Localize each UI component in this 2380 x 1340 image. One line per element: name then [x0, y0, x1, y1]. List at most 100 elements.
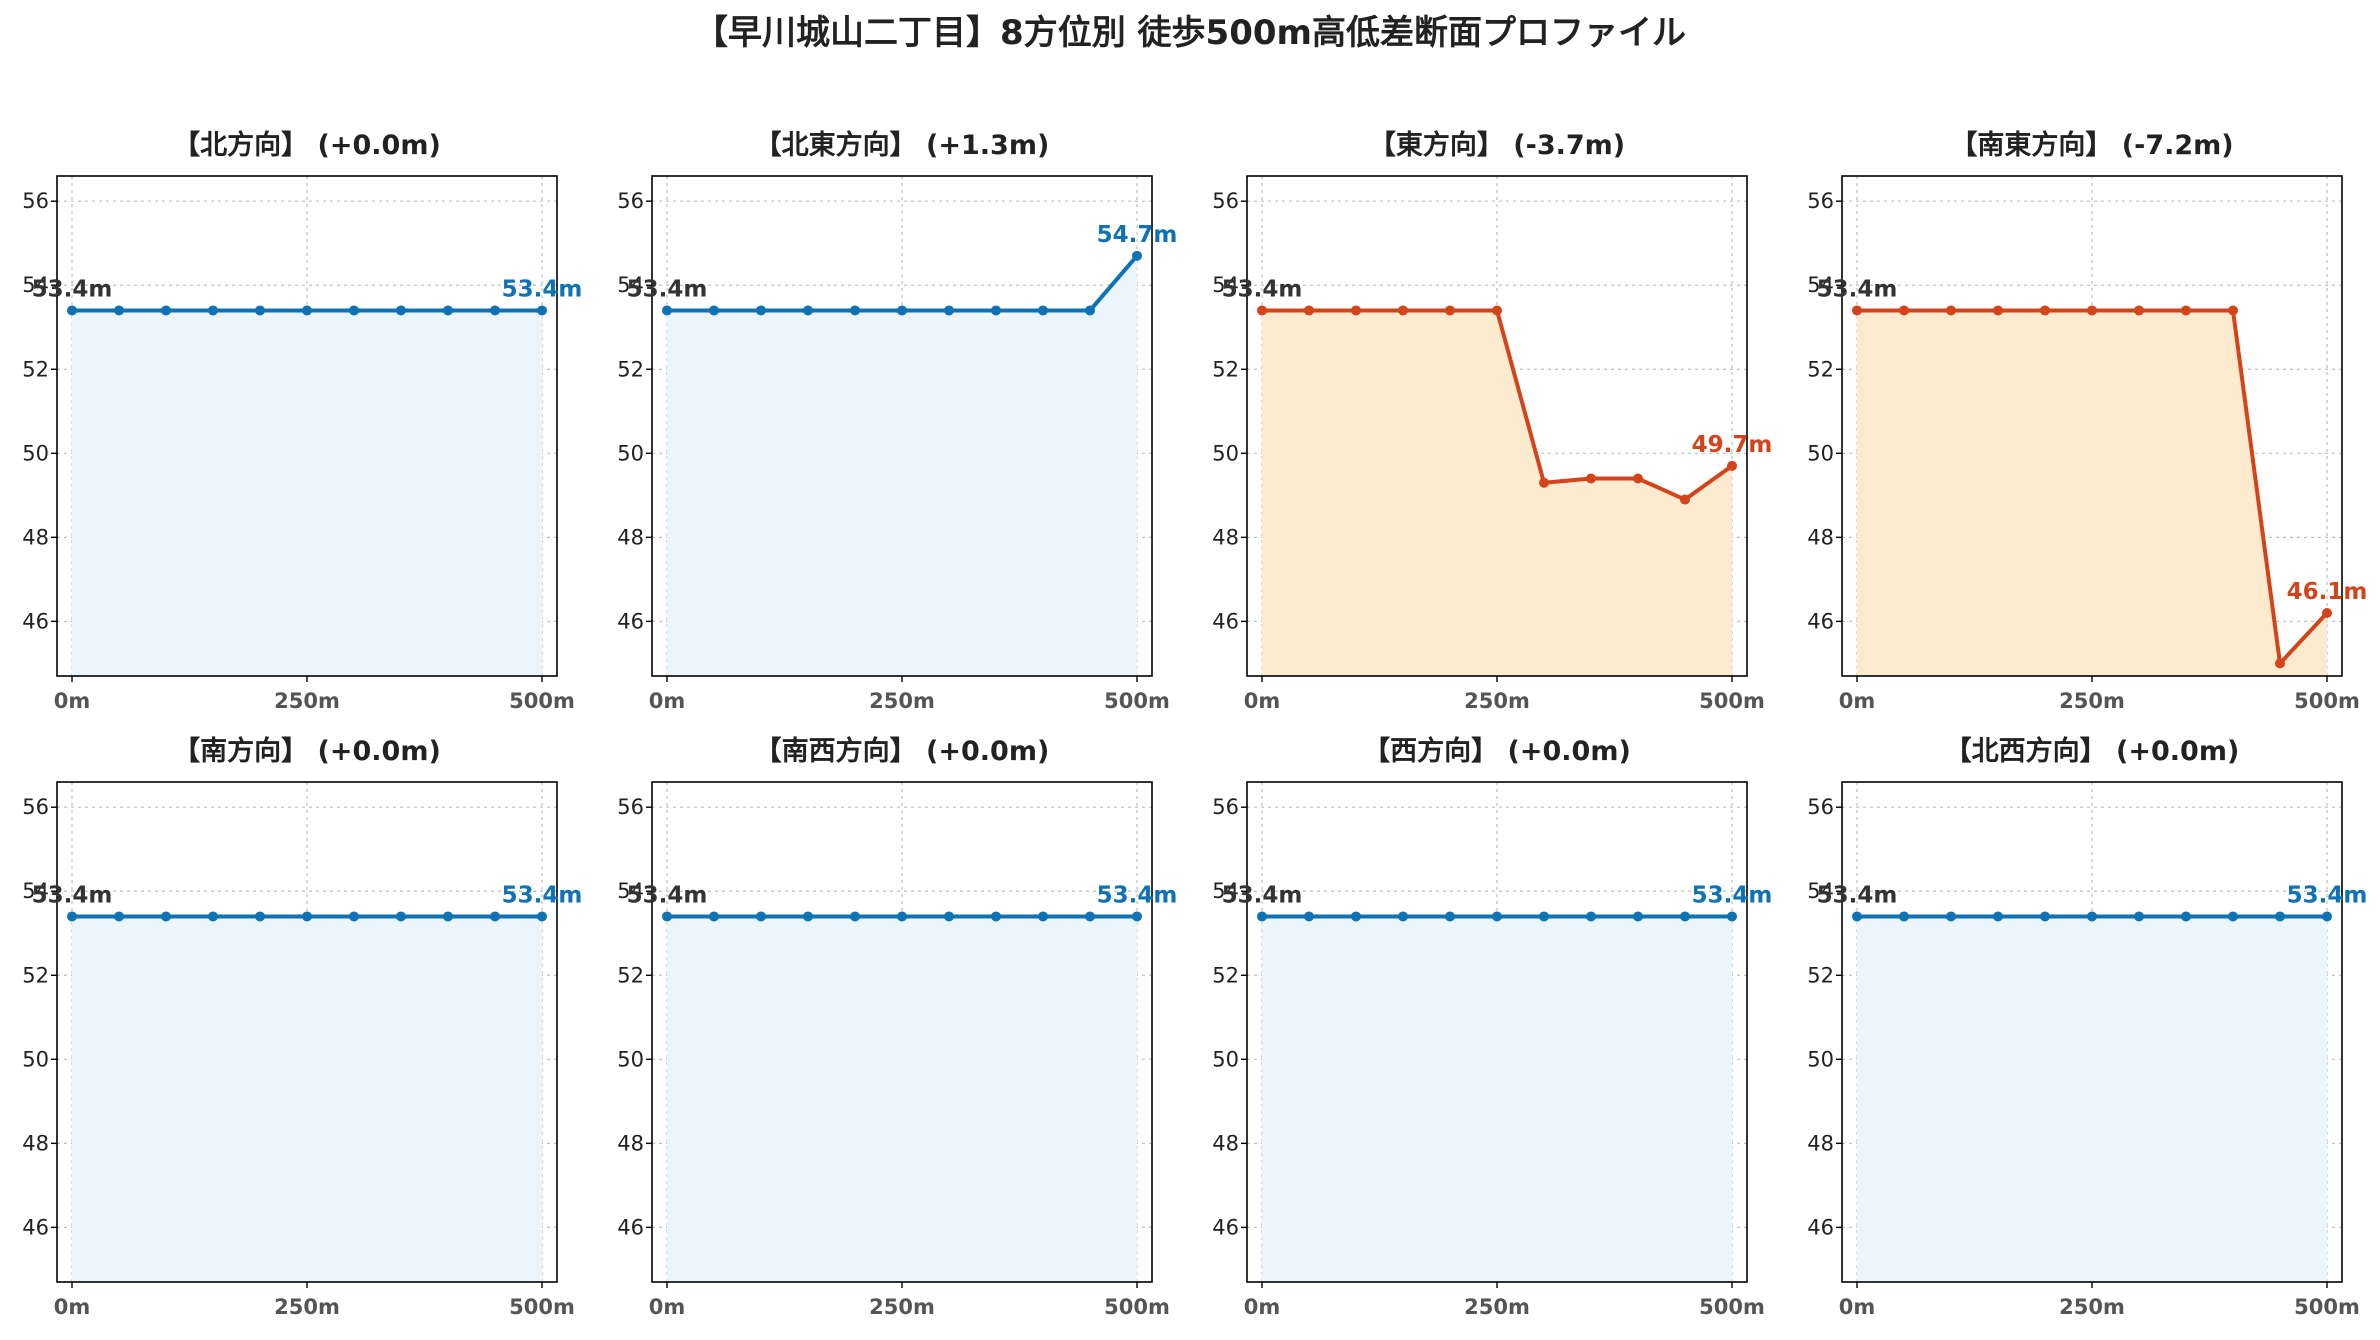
y-tick-label: 56 [22, 189, 49, 213]
elevation-point [2134, 911, 2144, 922]
elevation-point [302, 911, 312, 922]
elevation-point [1038, 305, 1048, 316]
start-elevation-label: 53.4m [32, 882, 113, 908]
y-tick-label: 48 [1212, 525, 1239, 549]
elevation-point [1132, 911, 1142, 922]
elevation-area [1262, 310, 1732, 676]
profile-panel: 【南方向】 (+0.0m) 46 48 50 52 54 56 0m 250m 500m 53.4m… [22, 735, 582, 1319]
elevation-point [1993, 305, 2003, 316]
elevation-point [1633, 911, 1643, 922]
x-tick-label: 0m [54, 1295, 91, 1319]
elevation-point [2181, 305, 2191, 316]
x-tick-label: 250m [2059, 689, 2125, 713]
end-elevation-label: 53.4m [502, 276, 583, 302]
elevation-point [991, 305, 1001, 316]
y-tick-label: 46 [617, 1215, 644, 1239]
y-tick-label: 46 [1807, 1215, 1834, 1239]
plot-frame [651, 781, 1153, 1283]
panel-title: 【北方向】 (+0.0m) [173, 129, 441, 161]
start-elevation-label: 53.4m [1222, 882, 1303, 908]
panel-title: 【北東方向】 (+1.3m) [755, 129, 1050, 161]
elevation-point [803, 305, 813, 316]
elevation-point [1899, 911, 1909, 922]
x-tick-label: 500m [2294, 689, 2360, 713]
plot-frame [56, 175, 558, 677]
page-title: 【早川城山二丁目】8方位別 徒歩500m高低差断面プロファイル [694, 13, 1686, 53]
y-tick-label: 54 [1212, 879, 1239, 903]
elevation-point [662, 911, 672, 922]
elevation-area [667, 916, 1137, 1282]
elevation-area [1857, 916, 2327, 1282]
y-tick-label: 46 [1212, 609, 1239, 633]
y-tick-label: 48 [1807, 525, 1834, 549]
elevation-point [67, 305, 77, 316]
x-tick-label: 0m [649, 1295, 686, 1319]
x-tick-label: 250m [2059, 1295, 2125, 1319]
end-elevation-label: 49.7m [1692, 432, 1773, 458]
elevation-point [1257, 305, 1267, 316]
x-tick-label: 250m [1464, 689, 1530, 713]
profile-panel: 【南東方向】 (-7.2m) 46 48 50 52 54 56 0m 250m 500m 53.4… [1807, 129, 2367, 713]
y-tick-label: 48 [22, 525, 49, 549]
y-tick-label: 52 [617, 963, 644, 987]
plot-frame [1246, 781, 1748, 1283]
y-tick-label: 48 [1807, 1131, 1834, 1155]
elevation-point [1445, 911, 1455, 922]
plot-frame [1841, 781, 2343, 1283]
y-tick-label: 52 [617, 357, 644, 381]
elevation-point [1852, 305, 1862, 316]
plot-frame [56, 781, 558, 1283]
x-tick-label: 500m [2294, 1295, 2360, 1319]
profile-panel: 【西方向】 (+0.0m) 46 48 50 52 54 56 0m 250m 500m 53.4m… [1212, 735, 1772, 1319]
x-tick-label: 250m [869, 1295, 935, 1319]
elevation-point [1304, 911, 1314, 922]
elevation-point [1539, 911, 1549, 922]
elevation-point [991, 911, 1001, 922]
elevation-point [349, 911, 359, 922]
elevation-point [1852, 911, 1862, 922]
elevation-point [1492, 911, 1502, 922]
y-tick-label: 54 [617, 879, 644, 903]
elevation-point [208, 305, 218, 316]
y-tick-label: 54 [1807, 273, 1834, 297]
elevation-point [349, 305, 359, 316]
elevation-point [161, 305, 171, 316]
elevation-point [114, 305, 124, 316]
elevation-point [2087, 305, 2097, 316]
elevation-point [114, 911, 124, 922]
x-tick-label: 0m [1244, 1295, 1281, 1319]
y-tick-label: 56 [1212, 795, 1239, 819]
y-tick-label: 56 [617, 795, 644, 819]
y-tick-label: 50 [22, 441, 49, 465]
start-elevation-label: 53.4m [1222, 276, 1303, 302]
elevation-point [1586, 473, 1596, 484]
elevation-point [2087, 911, 2097, 922]
elevation-point [850, 911, 860, 922]
elevation-point [1038, 911, 1048, 922]
elevation-area [667, 255, 1137, 676]
y-tick-label: 50 [1807, 1047, 1834, 1071]
elevation-point [443, 305, 453, 316]
profile-panel: 【南西方向】 (+0.0m) 46 48 50 52 54 56 0m 250m 500m 53.4… [617, 735, 1177, 1319]
y-tick-label: 52 [1807, 357, 1834, 381]
y-tick-label: 48 [22, 1131, 49, 1155]
start-elevation-label: 53.4m [627, 276, 708, 302]
elevation-point [2134, 305, 2144, 316]
y-tick-label: 56 [22, 795, 49, 819]
elevation-point [1539, 477, 1549, 488]
end-elevation-label: 54.7m [1097, 222, 1178, 248]
y-tick-label: 48 [617, 525, 644, 549]
y-tick-label: 50 [1807, 441, 1834, 465]
plot-frame [1841, 175, 2343, 677]
x-tick-label: 250m [274, 1295, 340, 1319]
y-tick-label: 54 [1212, 273, 1239, 297]
x-tick-label: 0m [1839, 1295, 1876, 1319]
y-tick-label: 52 [1807, 963, 1834, 987]
y-tick-label: 46 [617, 609, 644, 633]
end-elevation-label: 53.4m [2287, 882, 2368, 908]
x-tick-label: 250m [1464, 1295, 1530, 1319]
elevation-point [2040, 911, 2050, 922]
elevation-point [1727, 460, 1737, 471]
start-elevation-label: 53.4m [1817, 276, 1898, 302]
y-tick-label: 56 [1807, 189, 1834, 213]
